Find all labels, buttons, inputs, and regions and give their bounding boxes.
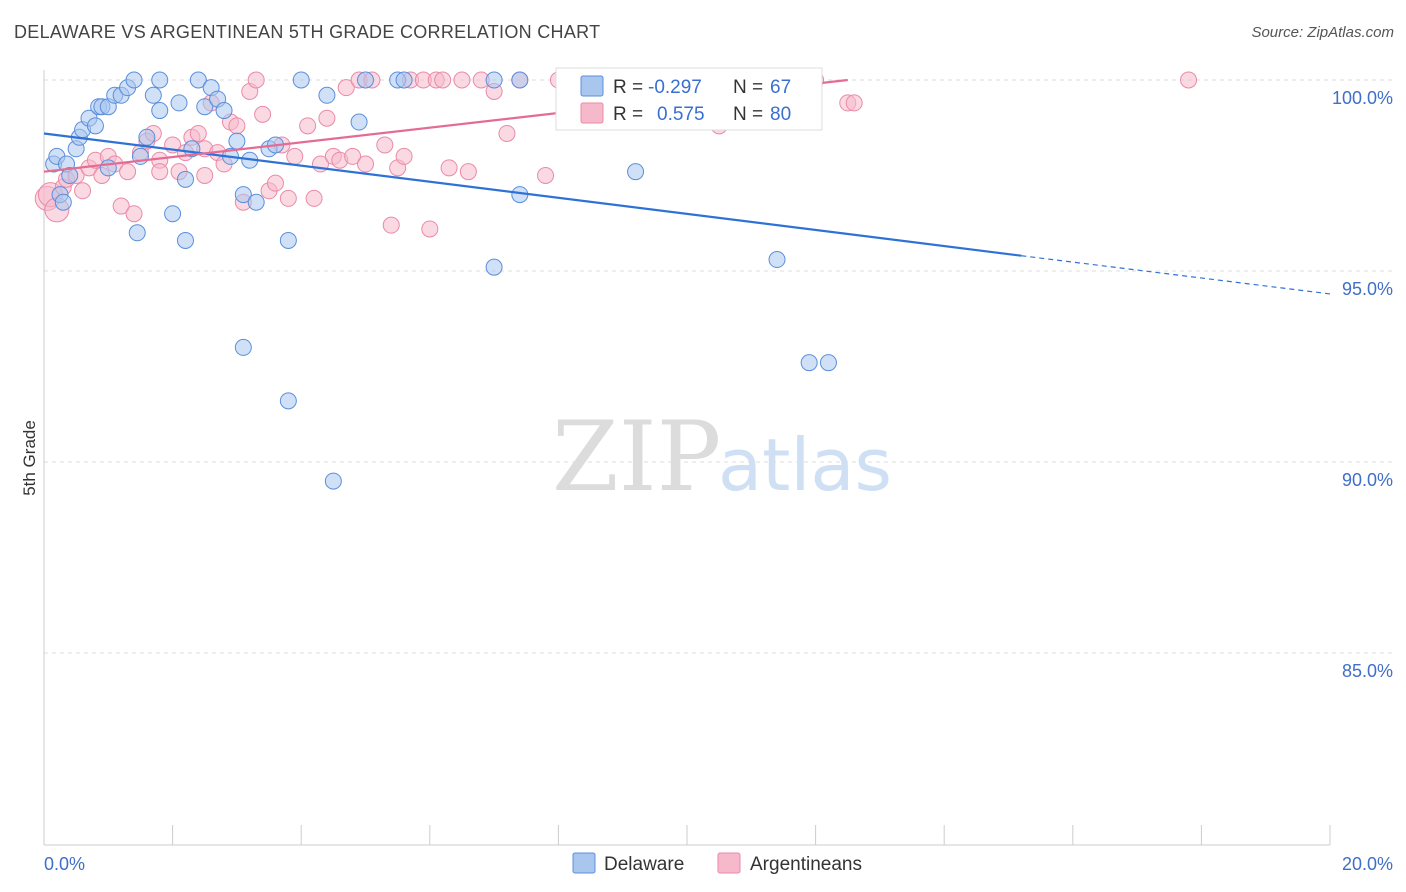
legend-n-value-1: 67 [770, 77, 791, 98]
bottom-legend-swatch-argentineans [717, 852, 741, 874]
point-argentineans-41 [299, 117, 317, 135]
point-delaware-57 [627, 163, 645, 181]
point-argentineans-14 [125, 205, 143, 223]
point-argentineans-37 [266, 174, 284, 192]
point-argentineans-44 [318, 109, 336, 127]
x-axis-ticks [43, 825, 1331, 845]
legend-swatch-argentineans [580, 102, 604, 124]
legend-n-value-2: 80 [770, 104, 791, 125]
point-argentineans-62 [453, 71, 471, 89]
point-delaware-3 [54, 193, 72, 211]
y-tick-label-3: 85.0% [1342, 661, 1393, 681]
point-delaware-47 [324, 472, 342, 490]
point-delaware-18 [125, 71, 143, 89]
point-argentineans-79 [1180, 71, 1198, 89]
point-delaware-10 [86, 117, 104, 135]
point-delaware-26 [170, 94, 188, 112]
legend-r-label-1: R = [613, 77, 643, 98]
stats-legend: R = -0.297 N = 67 R = 0.575 N = 80 [555, 67, 823, 131]
point-delaware-5 [61, 167, 79, 184]
trend-line-delaware-extension [1021, 255, 1331, 295]
point-delaware-52 [485, 71, 503, 89]
bottom-legend-argentineans: Argentineans [750, 854, 862, 875]
point-delaware-53 [485, 258, 503, 276]
legend-r-value-1: -0.297 [648, 77, 702, 98]
point-delaware-31 [196, 98, 214, 116]
legend-n-label-1: N = [733, 77, 763, 98]
point-delaware-25 [164, 205, 182, 223]
point-delaware-19 [128, 224, 146, 242]
point-argentineans-39 [279, 189, 297, 207]
point-delaware-46 [318, 86, 336, 104]
point-argentineans-48 [344, 147, 362, 165]
point-argentineans-19 [151, 163, 169, 181]
point-argentineans-42 [305, 189, 323, 207]
point-delaware-51 [395, 71, 413, 89]
point-delaware-45 [292, 71, 310, 89]
point-delaware-40 [247, 193, 265, 211]
point-delaware-24 [151, 102, 169, 120]
point-delaware-44 [279, 392, 297, 410]
legend-swatch-delaware [580, 75, 604, 97]
point-argentineans-12 [112, 197, 130, 215]
point-delaware-28 [176, 231, 194, 249]
point-argentineans-47 [337, 79, 355, 97]
x-tick-label-1: 20.0% [1342, 854, 1393, 874]
point-argentineans-52 [376, 136, 394, 154]
point-delaware-37 [234, 186, 252, 204]
bottom-legend-swatch-delaware [572, 852, 596, 874]
point-argentineans-50 [357, 155, 374, 173]
chart-title: DELAWARE VS ARGENTINEAN 5TH GRADE CORREL… [14, 22, 601, 42]
y-tick-label-2: 90.0% [1342, 470, 1393, 490]
point-argentineans-40 [286, 147, 304, 165]
point-delaware-14 [99, 159, 117, 177]
point-delaware-49 [357, 71, 374, 89]
point-argentineans-55 [395, 147, 413, 165]
point-delaware-38 [234, 338, 252, 356]
watermark-zip: ZIP [552, 401, 721, 513]
point-delaware-23 [151, 71, 169, 89]
y-tick-label-1: 95.0% [1342, 279, 1393, 299]
source-label: Source: ZipAtlas.com [1251, 24, 1394, 41]
x-tick-labels: 0.0% 20.0% [44, 854, 1393, 874]
point-delaware-34 [215, 102, 233, 120]
point-delaware-65 [800, 354, 818, 372]
legend-n-label-2: N = [733, 104, 763, 125]
point-delaware-22 [144, 86, 162, 104]
point-argentineans-78 [845, 94, 863, 112]
point-argentineans-35 [254, 105, 272, 123]
point-delaware-48 [350, 113, 368, 131]
x-tick-label-0: 0.0% [44, 854, 85, 874]
point-argentineans-26 [196, 167, 214, 184]
legend-r-label-2: R = [613, 104, 643, 125]
point-delaware-63 [768, 251, 786, 269]
point-argentineans-34 [247, 71, 265, 89]
point-delaware-55 [511, 71, 529, 89]
point-argentineans-53 [382, 216, 400, 234]
watermark-atlas: atlas [718, 423, 892, 507]
point-argentineans-6 [74, 182, 92, 200]
point-argentineans-24 [189, 124, 207, 142]
point-argentineans-66 [498, 124, 516, 142]
point-delaware-66 [819, 354, 837, 372]
point-argentineans-31 [228, 117, 246, 135]
point-delaware-21 [138, 128, 156, 146]
point-delaware-43 [279, 231, 297, 249]
y-tick-label-0: 100.0% [1332, 88, 1393, 108]
bottom-legend-delaware: Delaware [604, 854, 684, 875]
point-argentineans-61 [440, 159, 458, 177]
legend-r-value-2: 0.575 [657, 104, 705, 125]
point-delaware-30 [189, 71, 207, 89]
y-axis-label: 5th Grade [20, 420, 39, 496]
point-argentineans-58 [421, 220, 439, 238]
point-argentineans-60 [434, 71, 452, 89]
y-tick-labels: 100.0% 95.0% 90.0% 85.0% [1332, 88, 1393, 681]
point-argentineans-63 [459, 163, 477, 181]
point-argentineans-68 [537, 167, 555, 184]
point-argentineans-13 [119, 163, 137, 181]
point-delaware-36 [228, 132, 246, 150]
bottom-legend: Delaware Argentineans [572, 852, 862, 875]
point-delaware-27 [176, 170, 194, 188]
